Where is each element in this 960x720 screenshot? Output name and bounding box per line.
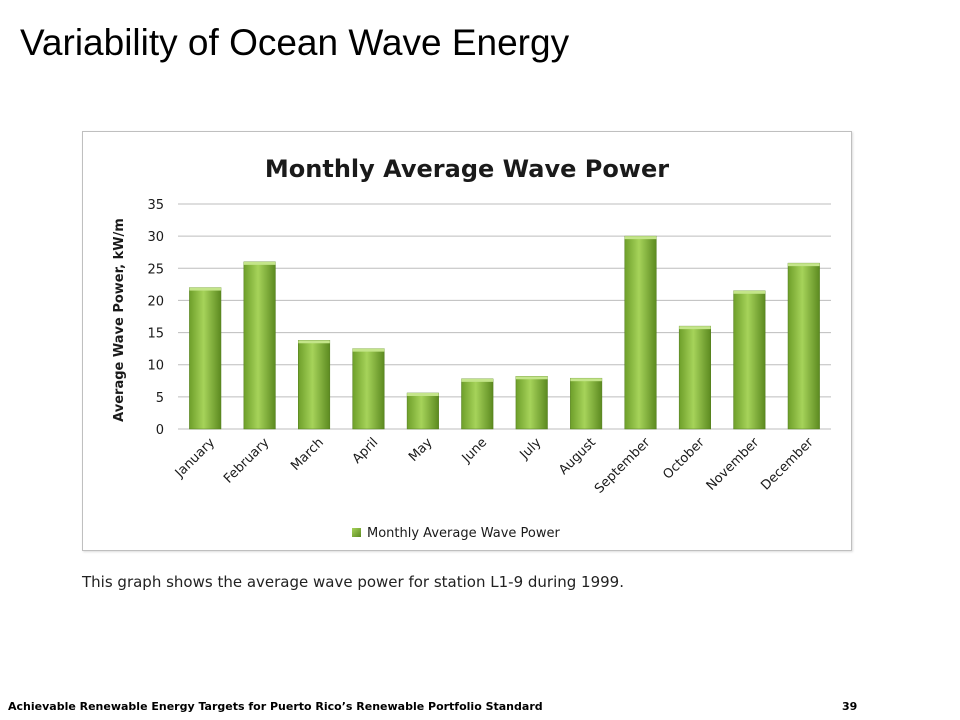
- bar-top-highlight: [733, 290, 766, 294]
- y-tick-labels: 0 5 10 15 20 25 30 35: [147, 198, 164, 438]
- x-tick-label: February: [221, 435, 273, 487]
- slide-title: Variability of Ocean Wave Energy: [20, 22, 570, 63]
- bar-top-highlight: [515, 376, 548, 380]
- bar-top-highlight: [679, 326, 711, 330]
- x-tick-label: September: [592, 435, 654, 497]
- bar-top-highlight: [624, 236, 657, 240]
- bar-april: [352, 348, 385, 430]
- bar-top-highlight: [788, 263, 820, 267]
- y-tick-label: 15: [147, 327, 164, 342]
- footer-text: Achievable Renewable Energy Targets for …: [8, 700, 543, 713]
- x-tick-label: April: [350, 435, 382, 467]
- x-tick-labels: January February March April May June July Augu…: [172, 435, 817, 497]
- y-axis-label: Average Wave Power, kW/m: [112, 218, 127, 422]
- bar-top-highlight: [189, 287, 221, 291]
- y-tick-label: 25: [147, 262, 164, 277]
- bar-october: [678, 325, 711, 430]
- x-tick-label: August: [556, 435, 599, 478]
- chart-title: Monthly Average Wave Power: [265, 155, 669, 183]
- bar-february: [243, 261, 276, 430]
- bar-january: [189, 287, 222, 430]
- y-tick-label: 30: [147, 230, 164, 245]
- bar-chart: Monthly Average Wave Power Average Wave …: [112, 155, 831, 541]
- y-tick-label: 0: [156, 423, 164, 438]
- x-tick-label: January: [172, 435, 218, 481]
- x-tick-label: November: [704, 435, 763, 494]
- bar-top-highlight: [352, 348, 385, 352]
- bar-june: [461, 378, 494, 430]
- x-tick-label: July: [517, 435, 545, 463]
- x-tick-label: May: [406, 435, 436, 465]
- bar-top-highlight: [243, 261, 276, 265]
- legend-swatch: [352, 528, 361, 537]
- bar-december: [787, 262, 820, 430]
- x-tick-label: October: [660, 435, 708, 483]
- page-number: 39: [842, 700, 858, 713]
- x-tick-label: June: [459, 435, 490, 466]
- x-tick-label: March: [288, 435, 327, 474]
- legend-label: Monthly Average Wave Power: [367, 526, 560, 541]
- y-tick-label: 35: [147, 198, 164, 213]
- bar-may: [406, 392, 439, 430]
- legend: Monthly Average Wave Power: [352, 526, 560, 541]
- bar-top-highlight: [407, 393, 439, 396]
- x-tick-label: December: [758, 435, 817, 494]
- bar-top-highlight: [461, 378, 494, 382]
- gridlines: [178, 203, 831, 430]
- bars: [189, 235, 820, 430]
- y-tick-label: 5: [156, 391, 164, 406]
- bar-november: [733, 290, 766, 430]
- bar-september: [624, 235, 657, 430]
- bar-top-highlight: [298, 340, 330, 344]
- bar-july: [515, 376, 548, 430]
- chart-frame: Monthly Average Wave Power Average Wave …: [82, 131, 852, 551]
- bar-top-highlight: [570, 378, 602, 382]
- y-tick-label: 20: [147, 294, 164, 309]
- bar-august: [570, 377, 603, 430]
- y-tick-label: 10: [147, 359, 164, 374]
- chart-caption: This graph shows the average wave power …: [82, 573, 624, 591]
- bar-march: [298, 340, 331, 430]
